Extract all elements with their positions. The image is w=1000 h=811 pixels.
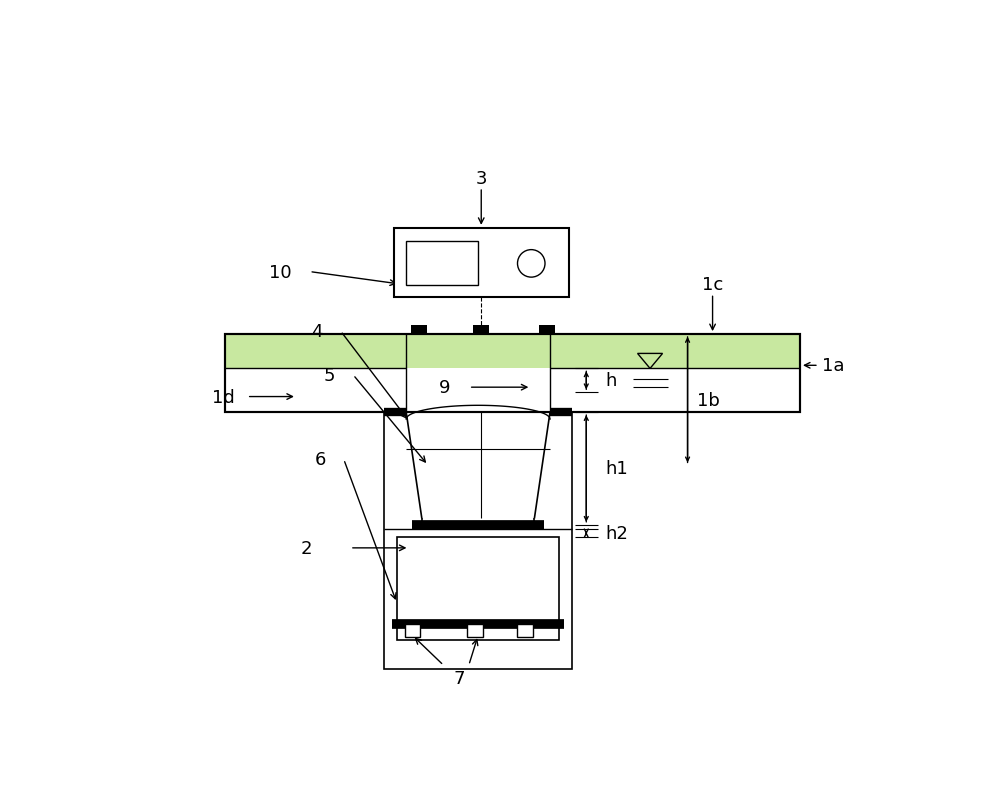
Text: h1: h1 <box>605 460 628 478</box>
Text: h2: h2 <box>605 525 628 543</box>
Bar <box>394 229 569 297</box>
Bar <box>406 242 478 286</box>
Text: 5: 5 <box>324 367 336 384</box>
Text: 3: 3 <box>475 169 487 187</box>
Text: 9: 9 <box>438 379 450 397</box>
Bar <box>473 325 489 335</box>
Text: 2: 2 <box>301 539 312 557</box>
Text: 7: 7 <box>454 669 465 687</box>
Text: 1a: 1a <box>822 357 844 375</box>
Bar <box>384 413 572 669</box>
Text: h: h <box>605 371 616 390</box>
Bar <box>225 335 800 413</box>
Text: 1c: 1c <box>702 276 723 294</box>
Text: 1d: 1d <box>212 388 234 406</box>
Bar <box>467 624 483 637</box>
Text: 6: 6 <box>315 451 326 469</box>
Text: 4: 4 <box>312 323 323 341</box>
Bar <box>411 325 427 335</box>
Bar <box>397 538 559 641</box>
Bar <box>517 624 533 637</box>
Bar <box>539 325 555 335</box>
Bar <box>225 335 800 413</box>
Text: 1b: 1b <box>697 391 720 410</box>
Bar <box>225 335 800 369</box>
Bar <box>405 624 420 637</box>
Text: 10: 10 <box>269 264 292 281</box>
